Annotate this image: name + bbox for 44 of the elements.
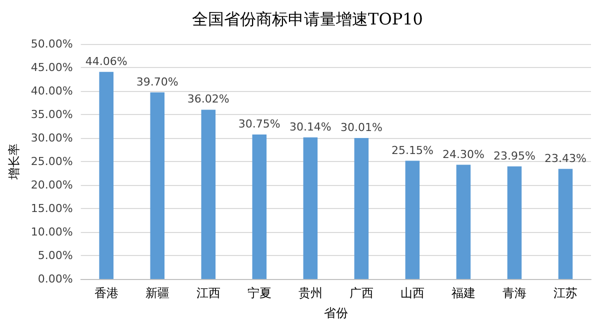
y-tick-label: 5.00% — [38, 249, 73, 262]
data-label: 23.43% — [544, 152, 586, 165]
data-label: 36.02% — [187, 92, 230, 106]
x-tick-label: 江西 — [196, 286, 220, 300]
x-axis-title: 省份 — [324, 306, 348, 320]
y-tick-label: 15.00% — [30, 202, 73, 215]
bar — [456, 164, 471, 279]
data-label: 25.15% — [391, 144, 434, 157]
x-tick-label: 福建 — [451, 286, 476, 300]
x-tick-label: 香港 — [94, 286, 118, 300]
data-label: 23.95% — [494, 149, 536, 162]
y-tick-label: 50.00% — [30, 38, 73, 50]
bar — [150, 92, 165, 279]
bar — [354, 138, 369, 279]
y-tick-label: 10.00% — [30, 226, 73, 238]
x-tick-label: 新疆 — [145, 286, 170, 300]
x-tick-label: 青海 — [502, 286, 526, 300]
bar — [252, 134, 267, 279]
bar — [99, 72, 114, 279]
bar — [201, 110, 216, 279]
data-label: 44.06% — [85, 54, 128, 68]
x-tick-label: 山西 — [400, 286, 424, 300]
data-label: 39.70% — [136, 75, 178, 88]
data-label: 30.01% — [340, 120, 382, 134]
data-label: 30.75% — [238, 117, 280, 130]
y-tick-label: 20.00% — [30, 178, 73, 192]
y-tick-label: 30.00% — [30, 132, 73, 144]
y-tick-label: 45.00% — [30, 61, 73, 74]
x-tick-label: 宁夏 — [247, 286, 272, 300]
x-tick-label: 江苏 — [553, 286, 578, 300]
data-label: 30.14% — [289, 120, 332, 134]
y-tick-label: 40.00% — [30, 84, 73, 98]
bar — [558, 168, 573, 279]
bar — [303, 137, 318, 279]
chart-title: 全国省份商标申请量增速TOP10 — [192, 10, 423, 28]
x-tick-label: 贵州 — [298, 286, 322, 300]
bar — [405, 160, 420, 279]
y-tick-label: 35.00% — [30, 108, 73, 121]
y-tick-label: 25.00% — [30, 155, 73, 168]
bar — [507, 166, 522, 279]
data-label: 24.30% — [442, 148, 484, 161]
x-tick-label: 广西 — [349, 286, 374, 300]
y-tick-label: 0.00% — [38, 272, 73, 286]
y-axis-title: 增长率 — [7, 144, 21, 180]
